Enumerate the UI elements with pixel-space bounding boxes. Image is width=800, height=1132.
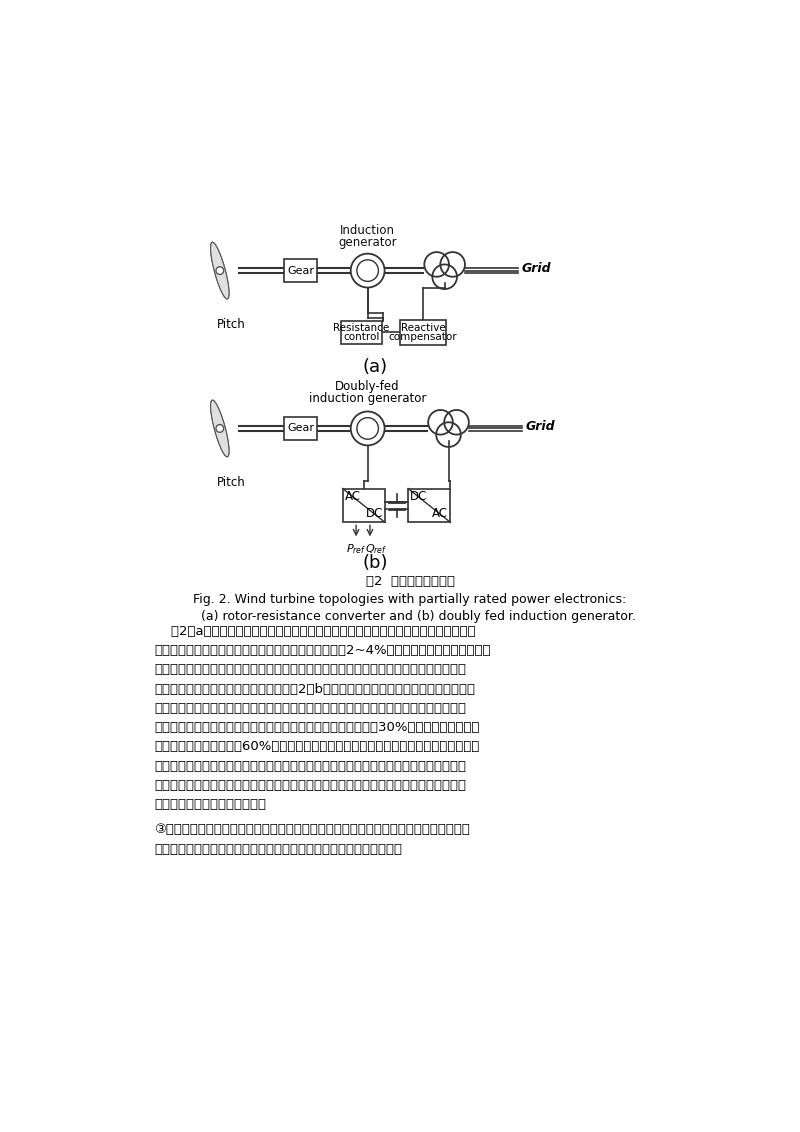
Text: Grid: Grid xyxy=(522,261,551,275)
Polygon shape xyxy=(210,242,229,299)
Circle shape xyxy=(216,267,224,274)
Bar xyxy=(400,320,446,344)
Text: DC: DC xyxy=(366,507,383,521)
Text: (a) rotor-resistance converter and (b) doubly fed induction generator.: (a) rotor-resistance converter and (b) d… xyxy=(185,610,635,623)
Text: 力，并且可以捕捉更大的风能。: 力，并且可以捕捉更大的风能。 xyxy=(154,798,266,811)
Circle shape xyxy=(428,410,453,435)
Text: 器具有低电压大电流的特性，同时，获得一个保持输出功率固定的一个控制自由度，这种: 器具有低电压大电流的特性，同时，获得一个保持输出功率固定的一个控制自由度，这种 xyxy=(154,663,466,676)
Text: Doubly-fed: Doubly-fed xyxy=(335,380,400,393)
Text: Pitch: Pitch xyxy=(217,318,246,332)
Text: compensator: compensator xyxy=(389,332,458,342)
Text: 图2（a）所示的风力发电系统的发电机是绕线转子的感应电动机，一个由电力电子控: 图2（a）所示的风力发电系统的发电机是绕线转子的感应电动机，一个由电力电子控 xyxy=(154,625,476,637)
Circle shape xyxy=(440,252,465,276)
Text: $Q_{ref}$: $Q_{ref}$ xyxy=(365,542,387,556)
Circle shape xyxy=(444,410,469,435)
Text: DC: DC xyxy=(410,490,427,504)
Text: 器可以达到围绕同步速的60%的速度变化范围。进一步说，电力电子功率变换器的功率可: 器可以达到围绕同步速的60%的速度变化范围。进一步说，电力电子功率变换器的功率可 xyxy=(154,740,480,753)
Circle shape xyxy=(436,422,461,447)
Bar xyxy=(342,320,382,344)
Text: Induction: Induction xyxy=(340,224,395,237)
Text: 制的阻抗串联在转子绕组中，使电机的转速可调范围在2~4%之间。转子阻抗控制功率变换: 制的阻抗串联在转子绕组中，使电机的转速可调范围在2~4%之间。转子阻抗控制功率变… xyxy=(154,644,491,657)
Text: control: control xyxy=(343,332,380,342)
Circle shape xyxy=(424,252,449,276)
Text: ③是连接在电网和发电机间的全功率变换器，这种结构会在功率变换电路中增加额外的损: ③是连接在电网和发电机间的全功率变换器，这种结构会在功率变换电路中增加额外的损 xyxy=(154,823,470,837)
Text: Fig. 2. Wind turbine topologies with partially rated power electronics:: Fig. 2. Wind turbine topologies with par… xyxy=(194,593,626,607)
Text: 图2  部分功率变换系统: 图2 部分功率变换系统 xyxy=(366,575,454,588)
Text: induction generator: induction generator xyxy=(309,392,426,405)
Circle shape xyxy=(350,254,385,288)
Circle shape xyxy=(216,424,224,432)
Text: Resistance: Resistance xyxy=(334,324,390,333)
Polygon shape xyxy=(210,400,229,456)
Circle shape xyxy=(432,265,457,289)
Text: Grid: Grid xyxy=(526,420,555,432)
Text: 器通过一个滑环控制转子电流。如果发电机运行在超同步，电气功率通过电机定子和转子: 器通过一个滑环控制转子电流。如果发电机运行在超同步，电气功率通过电机定子和转子 xyxy=(154,702,466,714)
Text: (b): (b) xyxy=(362,555,388,572)
Polygon shape xyxy=(210,400,229,456)
Text: Reactive: Reactive xyxy=(401,324,446,333)
Bar xyxy=(285,259,317,282)
Text: 耗，但是将获取技术性能的提高，下图所示了全功率变换器的拓补结构: 耗，但是将获取技术性能的提高，下图所示了全功率变换器的拓补结构 xyxy=(154,842,402,856)
Text: AC: AC xyxy=(346,490,362,504)
Text: $P_{ref}$: $P_{ref}$ xyxy=(346,542,366,556)
Text: generator: generator xyxy=(338,235,397,249)
Text: Gear: Gear xyxy=(287,266,314,275)
Bar xyxy=(285,417,317,440)
Polygon shape xyxy=(210,242,229,299)
Text: 案和经典结构比有些昂贵，然而，可以节约齿轮调速装置，同时具有无功补偿和发出的能: 案和经典结构比有些昂贵，然而，可以节约齿轮调速装置，同时具有无功补偿和发出的能 xyxy=(154,779,466,791)
Bar xyxy=(342,489,385,522)
Text: 以更高，根据要求的故障容量限制和无功的控制能力，可以提高电网的电能质量。这种方: 以更高，根据要求的故障容量限制和无功的控制能力，可以提高电网的电能质量。这种方 xyxy=(154,760,466,772)
Text: 方案同样需要软启动器和无功补偿器。图2（b）方案使用一个中等功率变换器，功率变换: 方案同样需要软启动器和无功补偿器。图2（b）方案使用一个中等功率变换器，功率变换 xyxy=(154,683,475,695)
Text: AC: AC xyxy=(432,507,448,521)
Text: (a): (a) xyxy=(362,358,388,376)
Circle shape xyxy=(350,412,385,445)
Bar xyxy=(408,489,450,522)
Text: Pitch: Pitch xyxy=(217,477,246,489)
Text: 发出，如果发电机运行在亚同步，电功率通过电网提供给转子。30%额定功率的功率变换: 发出，如果发电机运行在亚同步，电功率通过电网提供给转子。30%额定功率的功率变换 xyxy=(154,721,480,734)
Text: Gear: Gear xyxy=(287,423,314,434)
